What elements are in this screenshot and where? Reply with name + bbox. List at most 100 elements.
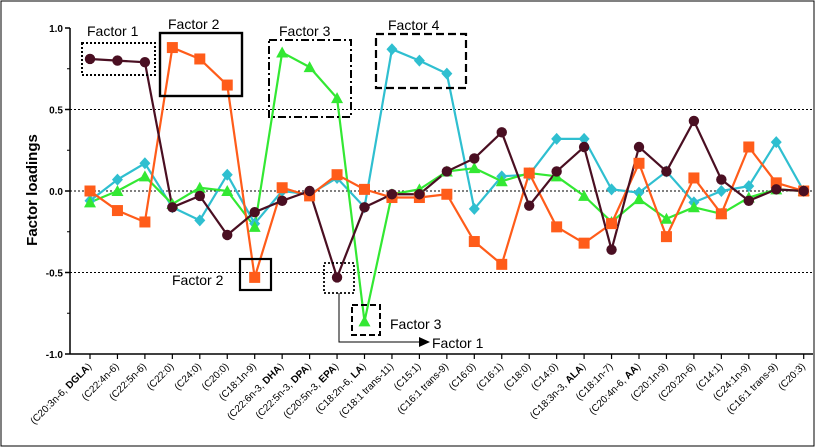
data-point-diamond: [111, 173, 123, 186]
data-point-diamond: [551, 132, 563, 145]
factor3-low-label: Factor 3: [390, 316, 442, 332]
data-point-triangle: [111, 185, 124, 196]
factor2-low-box: [238, 257, 273, 292]
data-point-square: [715, 208, 727, 220]
data-point-circle: [84, 53, 96, 65]
data-point-triangle: [331, 92, 344, 104]
data-point-circle: [441, 166, 453, 177]
data-point-triangle: [687, 201, 700, 213]
series-layer: [84, 42, 810, 327]
data-point-diamond: [578, 132, 590, 145]
data-point-circle: [112, 55, 123, 66]
data-point-triangle: [248, 220, 261, 232]
data-point-triangle: [358, 315, 371, 327]
data-point-circle: [496, 127, 507, 138]
data-point-square: [770, 177, 782, 189]
data-point-circle: [469, 153, 480, 164]
factor4-box-label: Factor 4: [388, 17, 440, 33]
data-point-square: [331, 169, 343, 181]
data-point-square: [660, 231, 672, 243]
x-tick-label: (C16:1): [475, 361, 506, 392]
factor1-low-box: [323, 262, 355, 294]
x-tick-label: (C18:0): [502, 361, 533, 392]
data-point-triangle: [84, 196, 96, 208]
data-point-square: [468, 236, 480, 248]
data-point-triangle: [578, 189, 591, 201]
data-point-circle: [716, 174, 727, 185]
factor2-box: [158, 31, 244, 98]
data-point-circle: [633, 141, 645, 153]
data-point-circle: [386, 189, 398, 200]
data-point-circle: [222, 229, 233, 241]
data-point-diamond: [386, 43, 398, 56]
data-point-diamond: [633, 186, 645, 199]
data-point-circle: [331, 272, 343, 283]
x-tick-label: (C16:0): [447, 361, 478, 392]
data-point-circle: [578, 141, 590, 153]
annotation-layer: Factor 1 Factor 2 Factor 3 Factor 4 Fact…: [81, 16, 484, 351]
data-point-circle: [276, 195, 288, 206]
data-point-circle: [688, 115, 700, 127]
factor1-arrow-label: Factor 1: [432, 335, 484, 351]
data-point-square: [743, 141, 755, 153]
data-point-diamond: [468, 202, 480, 215]
series-line-square: [89, 46, 805, 279]
data-point-square: [111, 205, 123, 217]
data-point-diamond: [715, 185, 727, 197]
data-point-circle: [139, 57, 151, 68]
data-point-circle: [414, 189, 425, 200]
data-point-square: [221, 79, 233, 91]
data-point-diamond: [413, 54, 425, 67]
data-point-circle: [661, 166, 672, 177]
data-point-square: [551, 221, 563, 233]
factor1-arrow-line: [338, 293, 420, 343]
data-point-square: [249, 271, 261, 283]
y-tick-label: 0.5: [49, 106, 63, 117]
factor3-box: [268, 39, 352, 118]
factor1-box: [81, 42, 156, 76]
data-point-square: [139, 216, 151, 228]
data-point-diamond: [743, 180, 755, 193]
x-tick-label: (C24:0): [173, 361, 204, 392]
data-point-diamond: [770, 136, 782, 149]
data-point-circle: [771, 184, 782, 195]
data-point-circle: [524, 200, 535, 211]
data-point-circle: [743, 195, 754, 206]
factor2-low-label: Factor 2: [172, 272, 224, 288]
data-point-square: [194, 53, 206, 65]
data-point-square: [606, 218, 618, 230]
data-point-square: [166, 42, 178, 54]
data-point-triangle: [221, 185, 234, 196]
y-tick-label: 0.0: [49, 187, 63, 198]
data-point-circle: [606, 244, 617, 255]
data-point-diamond: [441, 67, 453, 80]
data-point-square: [633, 157, 645, 169]
data-point-square: [523, 167, 535, 179]
data-point-diamond: [139, 157, 151, 170]
factor3-box-label: Factor 3: [279, 23, 331, 39]
data-point-square: [359, 183, 370, 195]
x-tick-label: (C22:0): [145, 361, 176, 392]
data-point-triangle: [303, 61, 316, 73]
data-point-triangle: [495, 175, 508, 187]
data-point-square: [496, 258, 508, 270]
data-point-square: [578, 237, 590, 249]
data-point-square: [276, 182, 288, 194]
data-point-square: [688, 172, 700, 184]
y-axis-label: Factor loadings: [24, 134, 41, 246]
data-point-triangle: [276, 46, 289, 58]
data-point-triangle: [193, 181, 206, 193]
factor1-box-label: Factor 1: [87, 23, 139, 39]
data-point-triangle: [633, 193, 645, 205]
data-point-circle: [249, 206, 260, 218]
y-tick-label: 1.0: [49, 24, 63, 35]
data-point-circle: [194, 190, 205, 202]
data-point-diamond: [606, 183, 618, 196]
x-tick-label: (C16:1 trans-9): [396, 361, 451, 416]
factor3-low-box: [351, 304, 381, 336]
x-tick-label: (C20:3): [776, 361, 807, 392]
